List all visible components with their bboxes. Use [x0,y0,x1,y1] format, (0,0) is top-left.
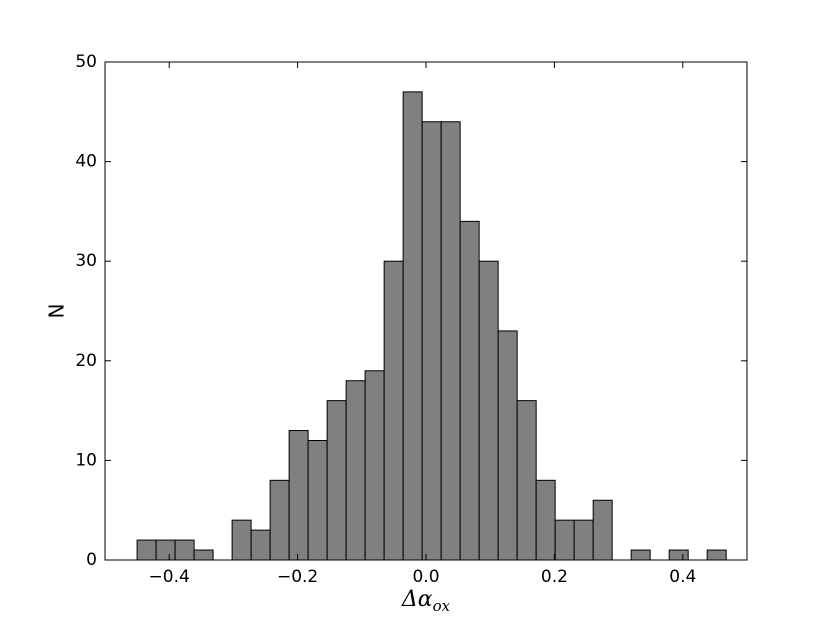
bar [554,519,575,561]
x-axis-label-sub: ox [433,597,451,615]
bar [573,519,594,561]
x-tick-label: −0.2 [277,567,318,587]
y-tick-label: 30 [75,251,97,271]
bar [288,430,309,561]
bar [478,260,499,561]
bar [231,519,252,561]
y-tick-label: 10 [75,450,97,470]
bar [269,479,290,561]
bar [535,479,556,561]
x-tick-label: 0.0 [412,567,439,587]
bar [136,539,157,561]
bar [174,539,195,561]
bar [459,220,480,561]
bar [383,260,404,561]
x-tick-label: −0.4 [149,567,190,587]
bar [402,91,423,561]
y-axis-label: N [45,304,69,319]
bar [364,370,385,561]
x-axis-label: Δαox [401,587,451,615]
x-tick-label: 0.2 [541,567,568,587]
bar [440,121,461,561]
y-tick-label: 40 [75,152,97,172]
y-tick-label: 20 [75,351,97,371]
bar [326,400,347,561]
bar [345,380,366,561]
bar [668,549,689,561]
bar [592,499,613,561]
x-axis-label-main: Δα [401,587,433,612]
x-tick-label: 0.4 [669,567,696,587]
bar [155,539,176,561]
bar [250,529,271,561]
bar [706,549,727,561]
y-tick-label: 50 [75,52,97,72]
bar [497,330,518,561]
bar [630,549,651,561]
bar [193,549,214,561]
bar [516,400,537,561]
y-tick-label: 0 [86,550,97,570]
bar [421,121,442,561]
bar [307,439,328,561]
